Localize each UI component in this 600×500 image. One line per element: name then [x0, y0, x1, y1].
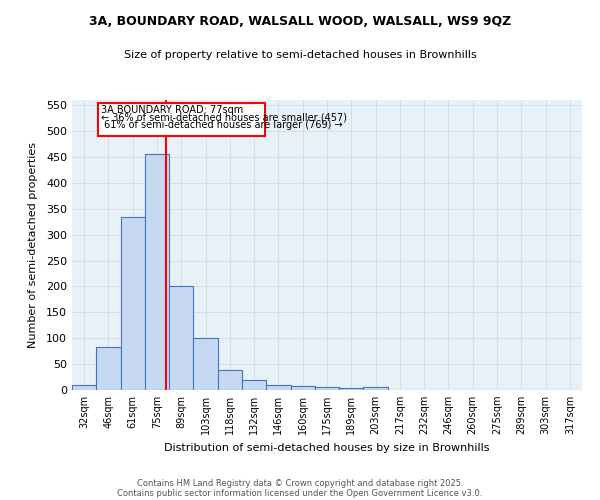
- Bar: [193, 338, 218, 390]
- Bar: [290, 386, 315, 390]
- Text: 61% of semi-detached houses are larger (769) →: 61% of semi-detached houses are larger (…: [101, 120, 343, 130]
- Text: 3A, BOUNDARY ROAD, WALSALL WOOD, WALSALL, WS9 9QZ: 3A, BOUNDARY ROAD, WALSALL WOOD, WALSALL…: [89, 15, 511, 28]
- Text: Contains public sector information licensed under the Open Government Licence v3: Contains public sector information licen…: [118, 488, 482, 498]
- Bar: [315, 388, 339, 390]
- FancyBboxPatch shape: [97, 102, 265, 136]
- Bar: [364, 388, 388, 390]
- Text: ← 36% of semi-detached houses are smaller (457): ← 36% of semi-detached houses are smalle…: [101, 112, 347, 122]
- Y-axis label: Number of semi-detached properties: Number of semi-detached properties: [28, 142, 38, 348]
- Bar: [96, 347, 121, 390]
- Bar: [72, 385, 96, 390]
- Text: Size of property relative to semi-detached houses in Brownhills: Size of property relative to semi-detach…: [124, 50, 476, 60]
- Text: 3A BOUNDARY ROAD: 77sqm: 3A BOUNDARY ROAD: 77sqm: [101, 104, 244, 115]
- Bar: [169, 286, 193, 390]
- Bar: [121, 216, 145, 390]
- Bar: [339, 388, 364, 390]
- X-axis label: Distribution of semi-detached houses by size in Brownhills: Distribution of semi-detached houses by …: [164, 442, 490, 452]
- Bar: [145, 154, 169, 390]
- Text: Contains HM Land Registry data © Crown copyright and database right 2025.: Contains HM Land Registry data © Crown c…: [137, 478, 463, 488]
- Bar: [266, 385, 290, 390]
- Bar: [242, 380, 266, 390]
- Bar: [218, 370, 242, 390]
